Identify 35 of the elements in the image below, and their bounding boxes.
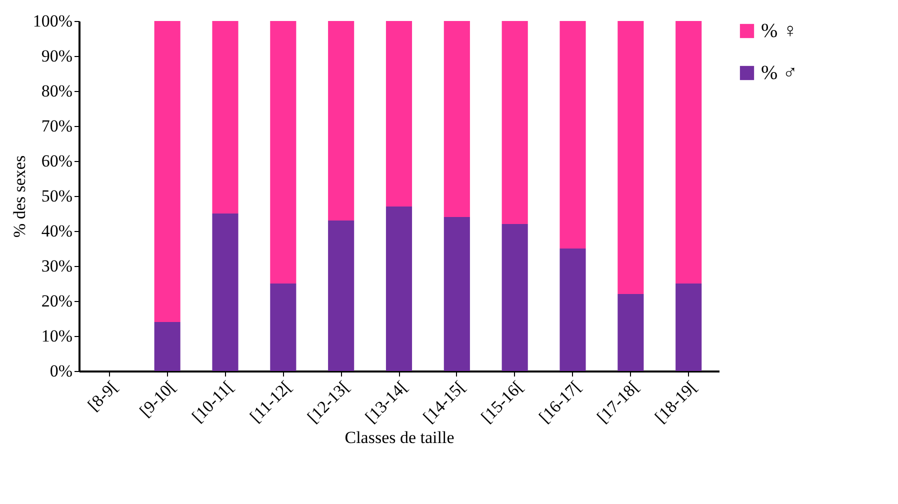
bar xyxy=(270,284,296,371)
y-tick-label: 10% xyxy=(41,326,72,346)
legend-label: % ♂ xyxy=(761,62,798,84)
bar xyxy=(444,21,470,217)
bar xyxy=(328,220,354,371)
bar xyxy=(676,21,702,284)
bar xyxy=(212,214,238,371)
bar xyxy=(154,322,180,371)
bar xyxy=(154,21,180,322)
bar xyxy=(328,21,354,220)
y-tick-label: 80% xyxy=(41,82,72,100)
y-axis-title: % des sexes xyxy=(10,155,29,238)
bar xyxy=(386,21,412,206)
y-tick-label: 30% xyxy=(41,256,72,276)
x-axis-title: Classes de taille xyxy=(344,428,454,447)
bar xyxy=(560,21,586,248)
bar xyxy=(270,21,296,284)
y-tick-label: 90% xyxy=(41,46,72,66)
y-tick-label: 60% xyxy=(41,152,72,170)
y-tick-label: 0% xyxy=(50,362,72,380)
bar xyxy=(444,217,470,371)
bar xyxy=(560,248,586,371)
bar xyxy=(212,21,238,214)
y-tick-label: 50% xyxy=(41,186,72,206)
legend-label: % ♀ xyxy=(761,20,798,42)
y-tick-label: 20% xyxy=(41,292,72,310)
bar xyxy=(618,294,644,371)
bar xyxy=(386,206,412,371)
y-tick-label: 40% xyxy=(41,222,72,240)
bar xyxy=(502,21,528,224)
y-tick-label: 70% xyxy=(41,116,72,136)
bar xyxy=(676,284,702,371)
bar xyxy=(502,224,528,371)
y-tick-label: 100% xyxy=(32,12,72,30)
bar xyxy=(618,21,644,294)
